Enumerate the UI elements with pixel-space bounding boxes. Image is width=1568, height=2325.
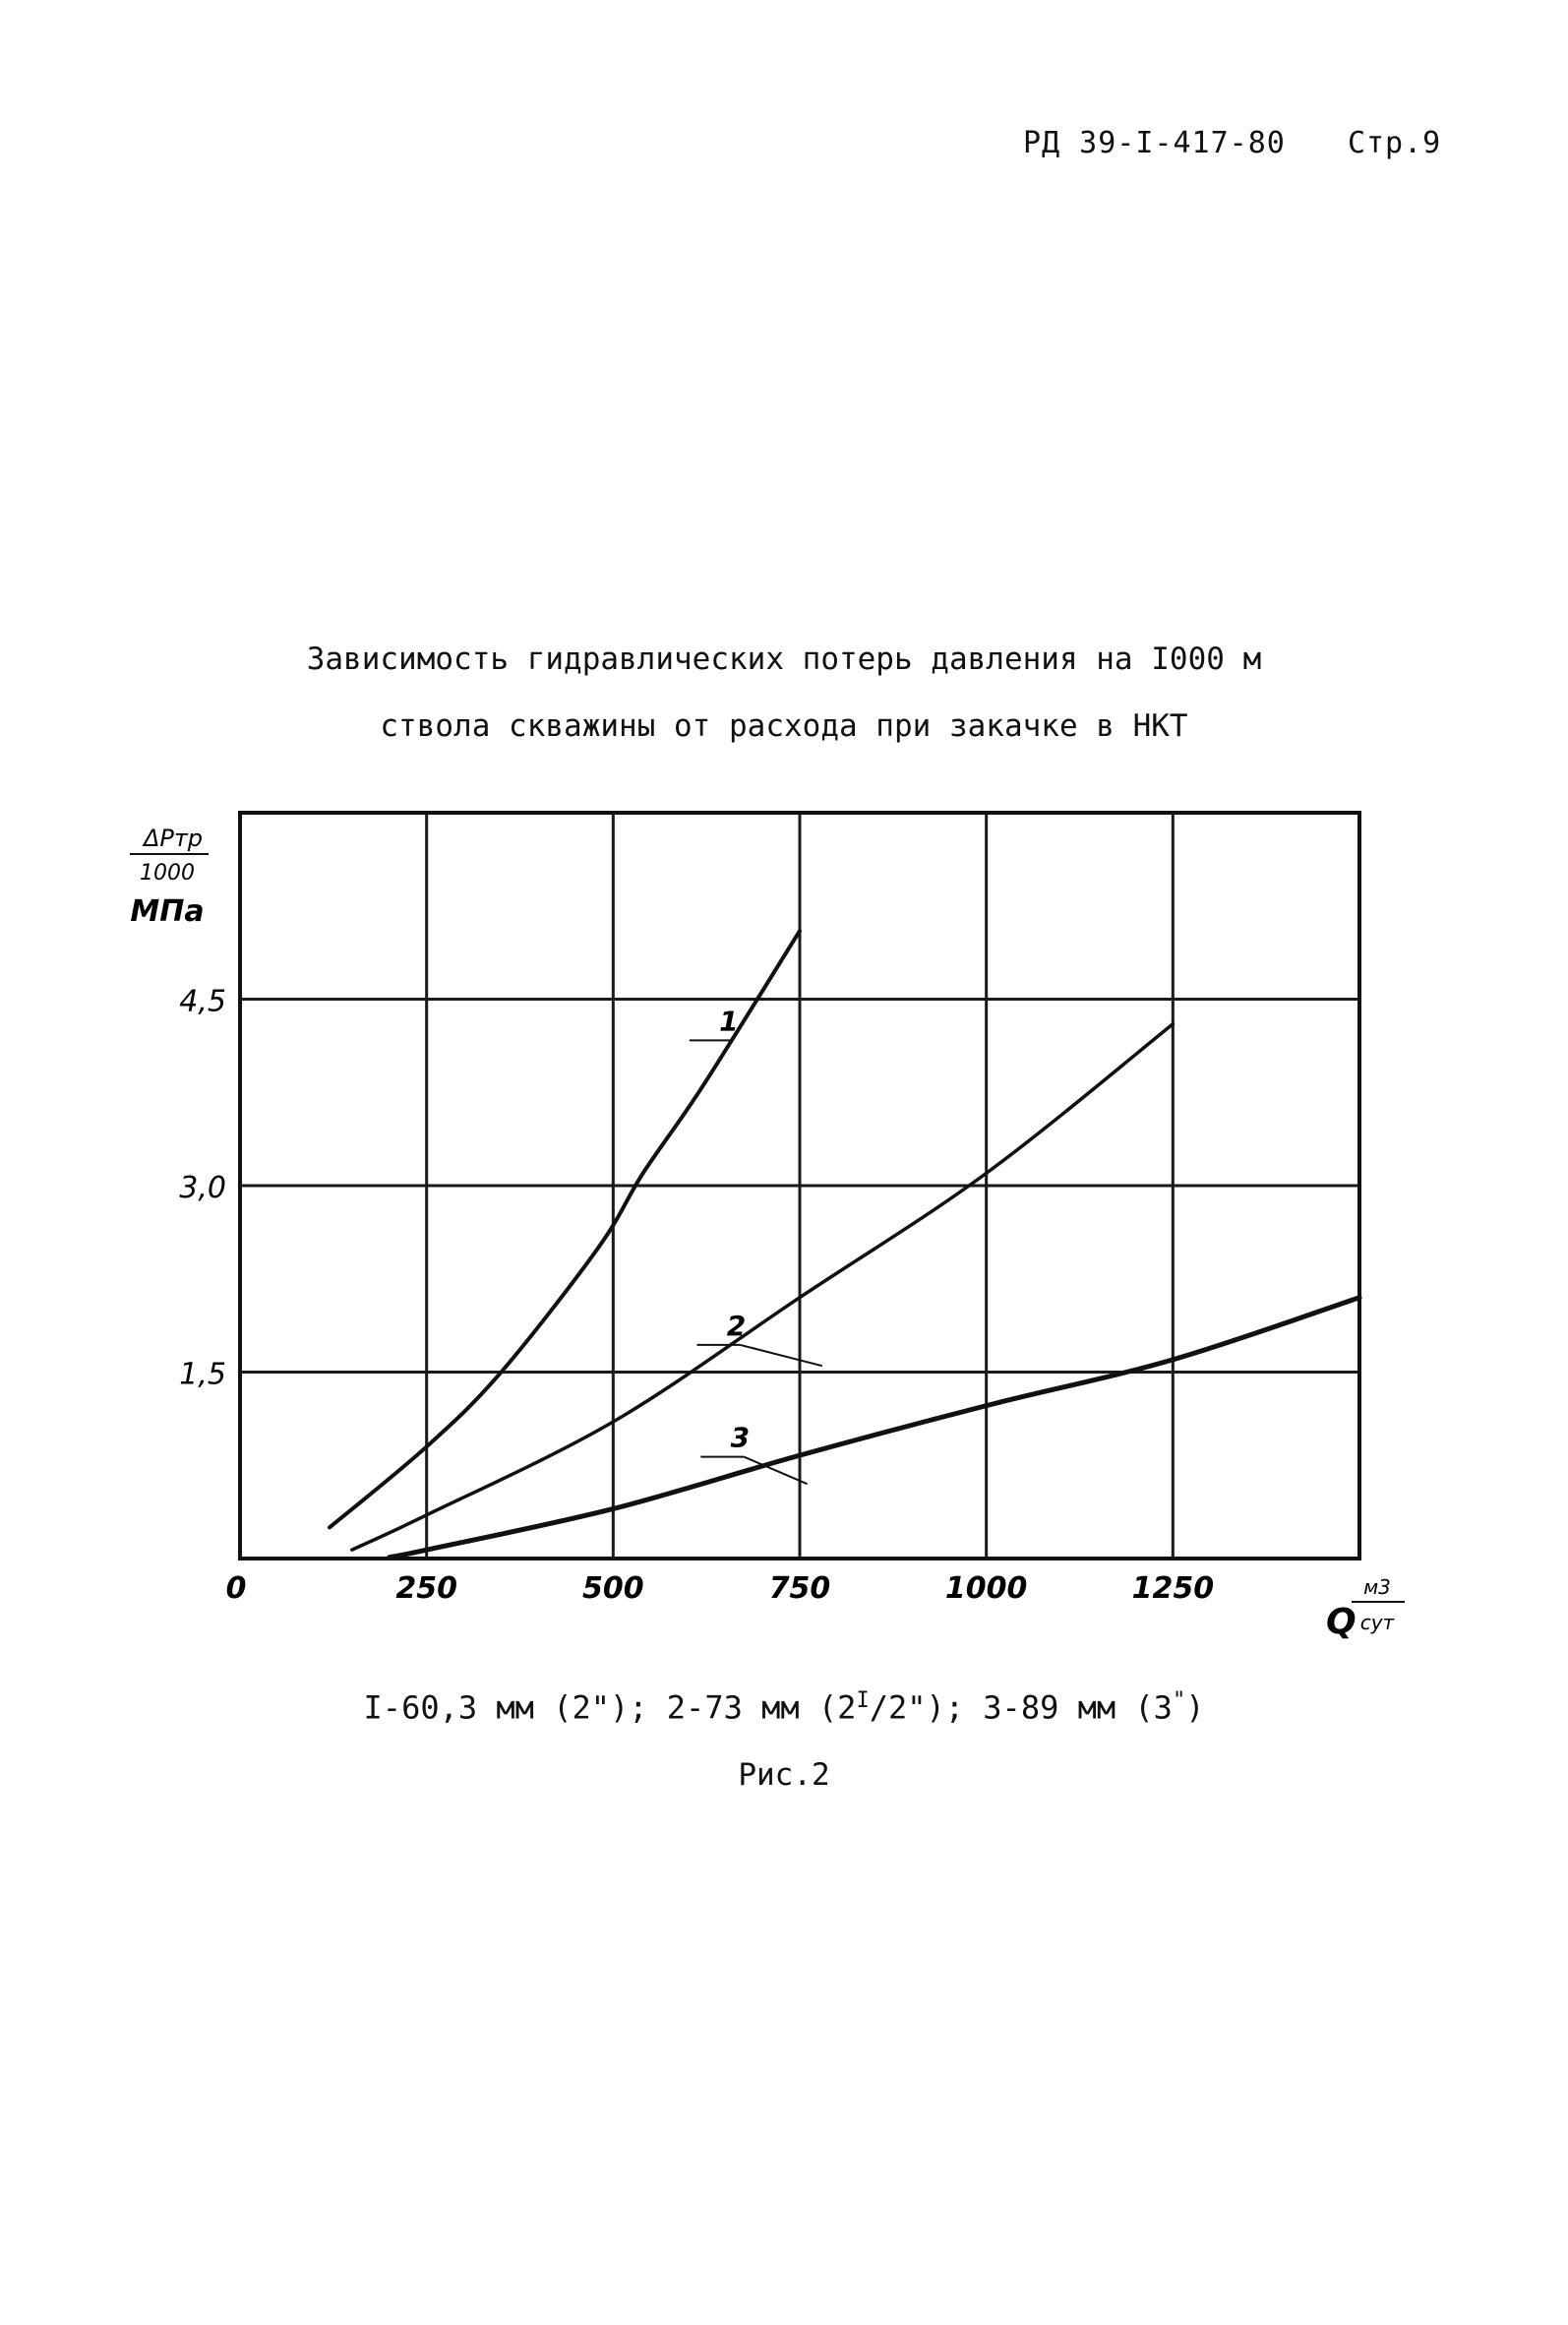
legend-superscript-2: ": [1172, 1688, 1186, 1713]
y-axis-label: ΔPтр 1000 МПа: [130, 825, 209, 929]
x-axis-label: Q м3 сут: [1326, 1575, 1405, 1642]
grid: [240, 813, 1359, 1559]
y-tick-label-4.5: 4,5: [179, 985, 226, 1019]
y-tick-label-1.5: 1,5: [179, 1358, 226, 1392]
y-axis-label-main: ΔPтр: [142, 825, 203, 852]
page-header: РД 39-I-417-80 Стр.9: [1023, 126, 1484, 160]
series-2-label: 2: [727, 1310, 746, 1342]
plot-frame: [238, 811, 1361, 1560]
y-axis-label-denominator: 1000: [140, 861, 195, 886]
x-tick-label-500: 500: [582, 1571, 644, 1606]
series-annotations: 1 2 3: [689, 936, 823, 1486]
x-tick-label-250: 250: [395, 1571, 457, 1606]
legend-text-part-3: ): [1185, 1688, 1205, 1727]
chart-title-line-2: ствола скважины от расхода при закачке в…: [380, 708, 1188, 744]
x-axis-label-unit-top: м3: [1363, 1575, 1391, 1599]
series-2-leader-line: [740, 1343, 823, 1368]
series-1-line: [328, 929, 802, 1530]
figure-label: Рис.2: [738, 1757, 830, 1793]
tick-labels: 0 250 500 750 1000 1250 1,5 3,0 4,5: [179, 985, 1214, 1607]
series-3-leader-line: [743, 1455, 808, 1486]
series-3-label: 3: [731, 1422, 750, 1454]
series-1-leader-line: [732, 936, 798, 1041]
x-tick-label-1250: 1250: [1132, 1571, 1215, 1606]
series-3-line: [387, 1295, 1362, 1560]
series-group: [328, 929, 1362, 1560]
x-tick-label-0: 0: [226, 1571, 247, 1606]
legend-text-part-2: /2"); 3-89 мм (3: [869, 1688, 1173, 1727]
series-legend: I-60,3 мм (2"); 2-73 мм (2I/2"); 3-89 мм…: [0, 1688, 1568, 1727]
y-axis-label-unit: МПа: [130, 894, 204, 929]
legend-superscript-1: I: [856, 1688, 870, 1713]
x-tick-label-750: 750: [769, 1571, 831, 1606]
legend-text-part-1: I-60,3 мм (2"); 2-73 мм (2: [363, 1688, 857, 1727]
x-axis-label-unit-bottom: сут: [1360, 1611, 1396, 1634]
series-2-line: [350, 1022, 1176, 1552]
page-number: Стр.9: [1347, 126, 1442, 160]
chart-title-line-1: Зависимость гидравлических потерь давлен…: [306, 642, 1262, 677]
series-1-label: 1: [719, 1005, 738, 1037]
x-tick-label-1000: 1000: [945, 1571, 1028, 1606]
chart: 0 250 500 750 1000 1250 1,5 3,0 4,5 1 2 3 ΔPтр 100…: [130, 811, 1405, 1642]
document-code: РД 39-I-417-80: [1023, 126, 1286, 160]
x-axis-label-main: Q: [1326, 1602, 1357, 1642]
y-tick-label-3: 3,0: [179, 1171, 226, 1205]
